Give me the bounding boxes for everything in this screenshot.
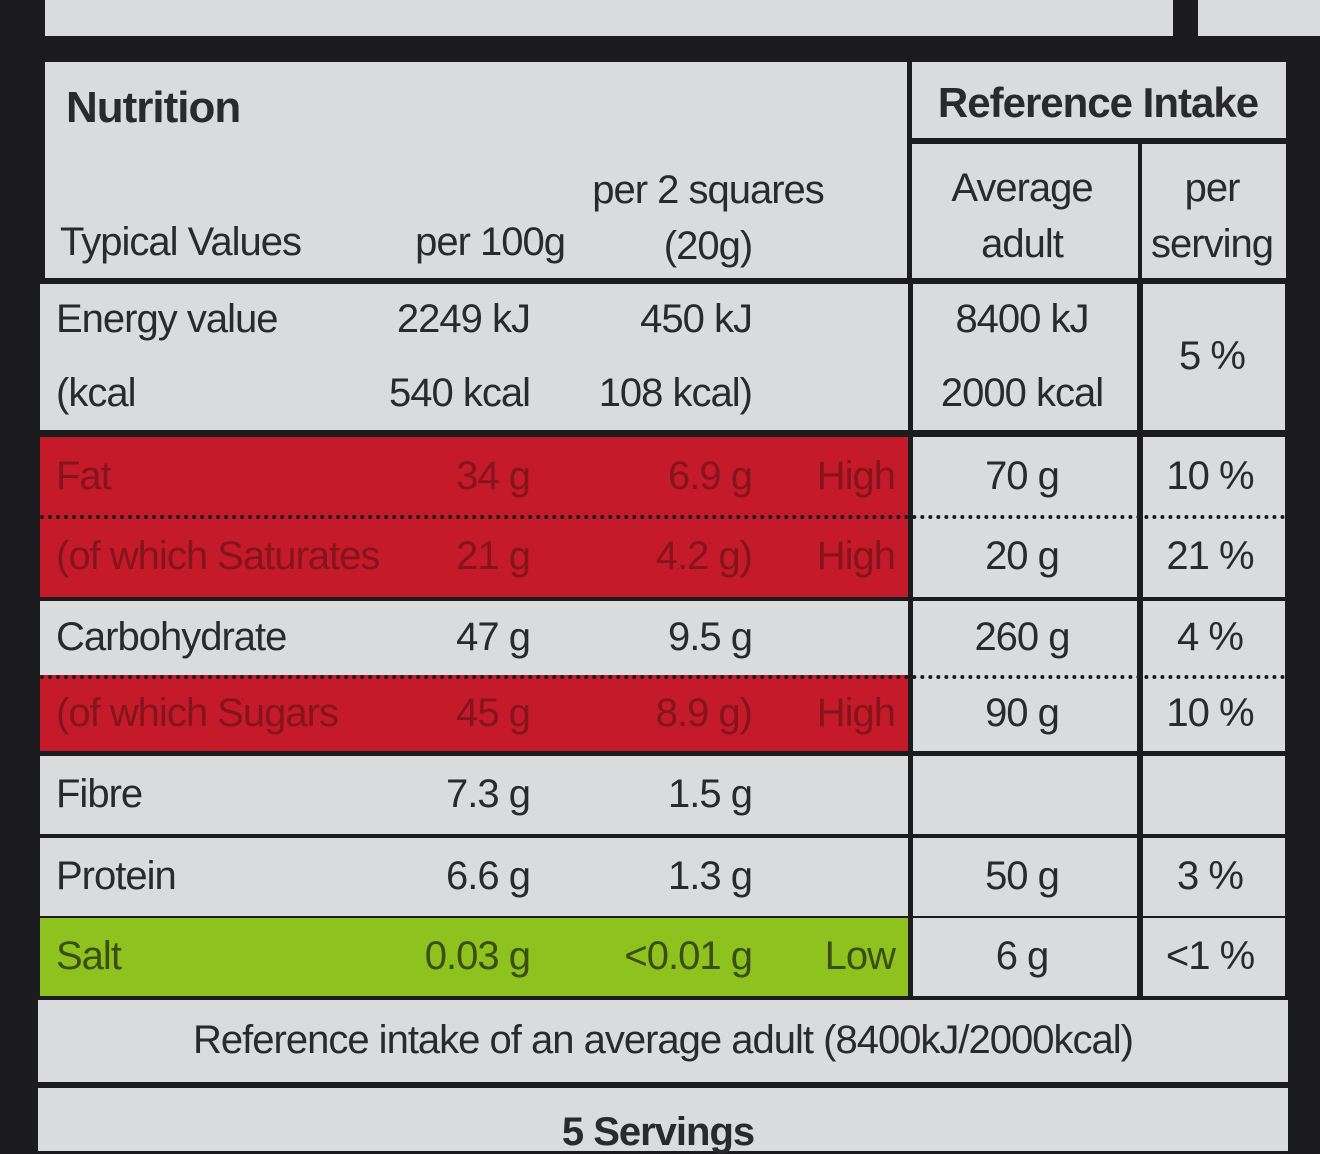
row (40, 601, 908, 675)
ri-cell (913, 284, 1137, 356)
percent: 10 % (1166, 691, 1254, 735)
per-serving: <0.01 g (624, 934, 753, 978)
per-serving: 6.9 g (668, 454, 753, 498)
pct-cell (1143, 918, 1285, 996)
pct-cell (1143, 838, 1285, 916)
per-100g: 0.03 g (424, 934, 531, 978)
reference-intake: 260 g (974, 615, 1070, 659)
footer-servings (38, 1088, 1288, 1151)
top-strip (45, 0, 1173, 36)
column-header: per 2 squares (20g) (592, 168, 825, 268)
level: Low (824, 934, 896, 978)
column-header: per 100g (415, 220, 566, 264)
pct-cell (1143, 515, 1285, 597)
level: High (816, 454, 896, 498)
per-100g: 21 g (456, 534, 531, 578)
pct-cell (1143, 437, 1285, 517)
percent: 10 % (1166, 454, 1254, 498)
header-ri-pct (1142, 144, 1286, 278)
row (40, 284, 908, 356)
per-serving: 450 kJ (640, 297, 753, 341)
percent: 21 % (1166, 534, 1254, 578)
reference-intake: 70 g (985, 454, 1060, 498)
reference-intake: 20 g (985, 534, 1060, 578)
per-serving: 8.9 g) (655, 691, 753, 735)
footer-note (38, 1000, 1288, 1082)
per-100g: 34 g (456, 454, 531, 498)
row (40, 838, 908, 916)
nutrient-label: Salt (56, 934, 122, 978)
reference-intake: 90 g (985, 691, 1060, 735)
per-100g: 2249 kJ (396, 297, 531, 341)
ri-cell (913, 515, 1137, 597)
ri-cell (913, 437, 1137, 517)
nutrient-label: Protein (56, 854, 177, 898)
column-header: per serving (1151, 166, 1274, 266)
dotted-divider (40, 515, 1286, 519)
nutrient-label: Carbohydrate (56, 615, 287, 659)
column-header: Average adult (951, 166, 1093, 266)
header-ri-avg (912, 144, 1138, 278)
row (40, 356, 908, 430)
nutrient-label: Fibre (56, 772, 143, 816)
ri-cell (913, 918, 1137, 996)
per-100g: 47 g (456, 615, 531, 659)
reference-intake: 6 g (995, 934, 1050, 978)
header-left (45, 62, 907, 278)
row (40, 437, 908, 517)
energy-pct-cell (1143, 284, 1285, 430)
header-ri-title (912, 62, 1286, 138)
ri-cell (913, 356, 1137, 430)
nutrient-label: (of which Saturates (56, 534, 380, 578)
per-serving: 108 kcal) (598, 371, 753, 415)
column-header: Reference Intake (937, 79, 1259, 126)
percent: 4 % (1177, 615, 1244, 659)
per-100g: 7.3 g (446, 772, 531, 816)
nutrient-label: (kcal (56, 371, 136, 415)
per-serving: 1.3 g (668, 854, 753, 898)
nutrient-label: Fat (56, 454, 112, 498)
per-100g: 45 g (456, 691, 531, 735)
pct-cell (1143, 601, 1285, 675)
reference-intake: 2000 kcal (940, 371, 1104, 415)
level: High (816, 691, 896, 735)
reference-intake: 50 g (985, 854, 1060, 898)
row (40, 675, 908, 751)
servings: 5 Servings (561, 1110, 755, 1154)
ri-cell (913, 675, 1137, 751)
per-serving: 1.5 g (668, 772, 753, 816)
percent: 3 % (1177, 854, 1244, 898)
nutrient-label: Energy value (56, 297, 278, 341)
reference-intake: 8400 kJ (955, 297, 1089, 341)
percent: 5 % (1179, 334, 1246, 378)
row (40, 756, 908, 834)
level: High (816, 534, 896, 578)
footer-note: Reference intake of an average adult (84… (193, 1018, 1134, 1062)
top-strip-right (1198, 0, 1320, 36)
nutrient-label: (of which Sugars (56, 691, 339, 735)
column-header: Typical Values (60, 220, 302, 264)
pct-cell (1143, 675, 1285, 751)
row (40, 918, 908, 996)
ri-cell (913, 756, 1137, 834)
per-100g: 540 kcal (389, 371, 531, 415)
row (40, 515, 908, 597)
dotted-divider (40, 675, 1286, 679)
per-serving: 9.5 g (668, 615, 753, 659)
ri-cell (913, 601, 1137, 675)
percent: <1 % (1165, 934, 1255, 978)
pct-cell (1143, 756, 1285, 834)
per-serving: 4.2 g) (655, 534, 753, 578)
ri-cell (913, 838, 1137, 916)
per-100g: 6.6 g (446, 854, 531, 898)
title: Nutrition (66, 83, 241, 132)
